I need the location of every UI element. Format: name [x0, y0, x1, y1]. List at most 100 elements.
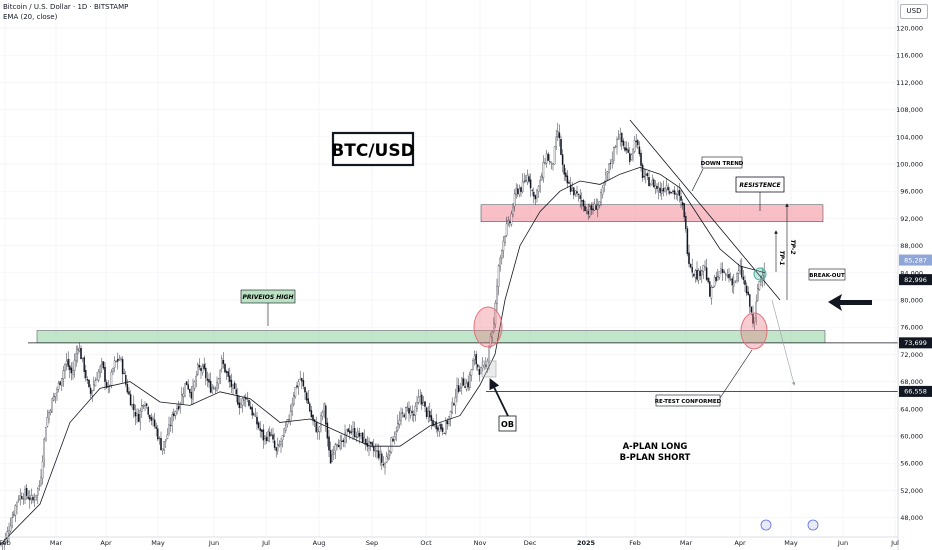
btc-usd-title: BTC/USD: [331, 141, 414, 161]
candle-body-244: [390, 437, 393, 453]
candle-body-242: [387, 454, 389, 459]
candle-body-172: [275, 447, 277, 451]
time-axis[interactable]: Feb Mar Apr May Jun Jul Aug Sep Oct Nov Dec 2025 Feb…: [0, 539, 899, 547]
price-label-3: 66,558: [899, 385, 932, 397]
candle-body-289: [462, 378, 465, 386]
candle-body-41: [65, 360, 68, 365]
candle-body-422: [675, 193, 677, 195]
candle-body-160: [256, 416, 258, 425]
candle-body-193: [309, 403, 311, 412]
candle-body-361: [577, 194, 580, 196]
candle-body-139: [222, 360, 225, 365]
candle-body-258: [413, 414, 415, 416]
y-tick-13: 100,000: [896, 161, 923, 169]
y-tick-4: 64,000: [900, 405, 923, 413]
candle-body-122: [195, 375, 197, 381]
candle-body-107: [171, 414, 173, 427]
candle-body-278: [445, 420, 447, 434]
x-tick-1: Mar: [50, 539, 63, 547]
candle-body-54: [86, 379, 89, 381]
x-tick-11: 2025: [577, 539, 596, 547]
candle-body-240: [384, 463, 386, 468]
candle-body-447: [715, 276, 717, 281]
candle-body-80: [128, 391, 130, 395]
candle-body-255: [408, 408, 410, 414]
candle-body-262: [419, 396, 421, 397]
candle-body-40: [64, 364, 66, 372]
candle-body-226: [361, 432, 364, 443]
candle-body-24: [38, 485, 41, 487]
candle-body-319: [510, 213, 513, 225]
candle-body-157: [251, 407, 253, 416]
candle-body-380: [608, 163, 610, 173]
candle-body-146: [233, 382, 236, 389]
candle-body-346: [553, 146, 556, 165]
candle-body-383: [613, 147, 615, 161]
candle-body-119: [190, 392, 193, 399]
candle-body-251: [401, 412, 404, 414]
candle-body-321: [513, 193, 516, 207]
candles: [0, 122, 765, 550]
candle-body-201: [321, 411, 324, 417]
candle-body-227: [363, 437, 365, 444]
retest-circle: [740, 312, 768, 350]
candle-body-71: [113, 360, 116, 368]
candle-body-281: [449, 411, 452, 419]
candle-body-151: [241, 398, 244, 406]
candle-body-381: [609, 162, 612, 164]
candle-body-378: [605, 174, 607, 182]
retest-label: RE-TEST CONFORMED: [655, 399, 722, 405]
candle-body-135: [216, 382, 218, 391]
price-axis[interactable]: 48,000 52,000 56,000 60,000 64,000 68,000 72,0…: [896, 25, 923, 523]
candle-body-143: [229, 375, 231, 382]
candle-body-21: [33, 499, 36, 501]
prev-high-label: PRIVEIOS HIGH: [243, 294, 294, 301]
candle-body-464: [742, 276, 745, 280]
candle-body-450: [720, 268, 722, 272]
candle-body-327: [523, 180, 525, 182]
candle-body-116: [185, 381, 188, 386]
y-tick-0: 48,000: [900, 514, 923, 522]
candle-body-352: [563, 164, 565, 175]
x-tick-2: Apr: [100, 539, 112, 547]
candle-body-336: [537, 186, 540, 192]
candle-body-322: [515, 188, 517, 195]
candle-body-285: [456, 385, 458, 397]
candle-body-208: [333, 452, 335, 455]
candle-body-299: [478, 368, 481, 375]
price-label-2: 73,699: [899, 337, 932, 349]
candle-body-438: [701, 270, 703, 276]
candle-body-33: [53, 396, 55, 401]
candle-body-398: [637, 140, 639, 146]
candle-body-467: [747, 291, 749, 296]
candle-body-155: [248, 400, 250, 406]
candle-body-444: [710, 287, 713, 299]
candle-body-28: [45, 427, 47, 442]
candle-body-125: [200, 368, 202, 371]
svg-text:85,287: 85,287: [904, 256, 927, 264]
symbol-title[interactable]: Bitcoin / U.S. Dollar · 1D · BITSTAMP: [3, 3, 129, 11]
candle-body-198: [317, 429, 319, 433]
candle-body-105: [168, 424, 170, 434]
candle-body-221: [353, 427, 356, 437]
candle-body-261: [417, 396, 420, 403]
indicator-legend[interactable]: EMA (20, close): [3, 13, 58, 21]
candle-body-186: [297, 381, 300, 387]
candle-body-304: [486, 361, 489, 369]
candle-body-267: [427, 411, 429, 417]
candle-body-311: [497, 265, 500, 287]
candle-body-95: [152, 418, 154, 421]
candle-body-100: [160, 438, 162, 451]
x-tick-13: Mar: [680, 539, 693, 547]
candle-body-430: [688, 252, 690, 265]
candle-body-302: [483, 364, 485, 368]
tp1-label: TP-1: [778, 250, 785, 265]
candle-body-51: [81, 357, 84, 360]
candle-body-354: [566, 175, 569, 184]
currency-button[interactable]: USD: [900, 4, 928, 19]
candle-body-396: [633, 139, 636, 152]
candle-body-407: [651, 180, 653, 184]
candle-body-339: [542, 162, 545, 179]
candle-body-294: [470, 369, 473, 376]
